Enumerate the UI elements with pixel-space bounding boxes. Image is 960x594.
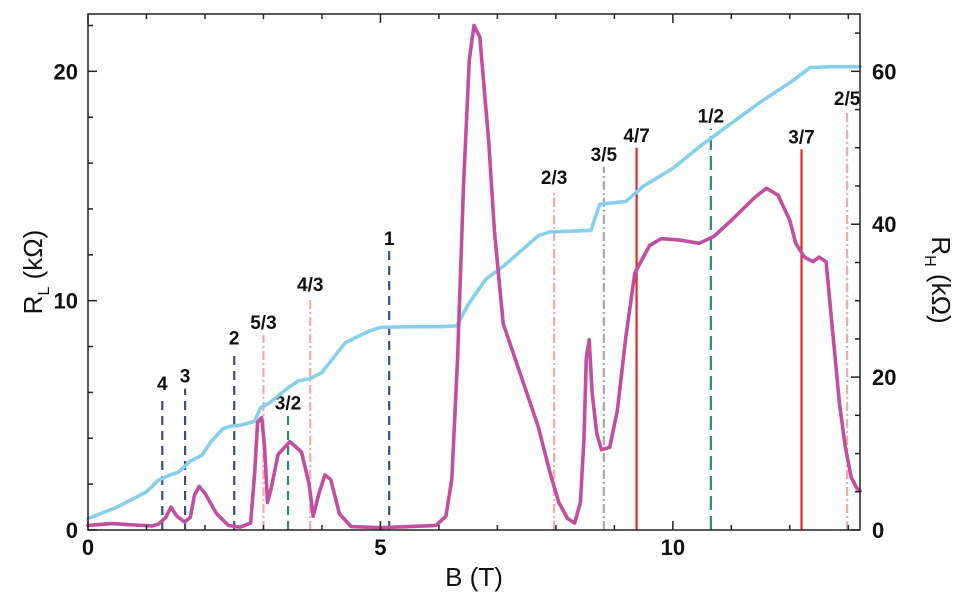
data-series (86, 23, 862, 530)
y-left-axis-title-unit: (kΩ) (18, 230, 48, 287)
filling-marker-label-0: 4 (157, 374, 168, 395)
y-left-tick-label: 10 (54, 289, 78, 314)
filling-marker-label-9: 4/7 (623, 126, 649, 147)
filling-marker-label-3: 5/3 (250, 313, 276, 334)
x-tick-label: 0 (82, 535, 94, 560)
filling-marker-label-6: 1 (384, 229, 395, 250)
y-right-tick-label: 0 (872, 518, 884, 543)
filling-marker-label-12: 2/5 (834, 89, 861, 110)
y-right-tick-label: 20 (872, 365, 896, 390)
filling-marker-label-2: 2 (229, 328, 240, 349)
y-right-axis-title-main: R (926, 236, 956, 255)
y-right-tick-label: 60 (872, 59, 896, 84)
y-left-axis-title-sub: L (36, 287, 53, 296)
x-tick-label: 10 (661, 535, 685, 560)
axis-ticks: 0 5 10 0 10 20 0 20 40 60 (54, 14, 896, 560)
y-left-axis-title-main: R (18, 296, 48, 315)
filling-marker-label-11: 3/7 (788, 127, 814, 148)
y-right-tick-label: 40 (872, 212, 896, 237)
filling-marker-label-5: 4/3 (297, 275, 323, 296)
longitudinal-resistance-curve (86, 23, 862, 530)
filling-marker-label-8: 3/5 (591, 145, 618, 166)
y-left-tick-label: 0 (66, 518, 78, 543)
y-right-axis-title: RH (kΩ) (921, 236, 956, 323)
filling-marker-label-7: 2/3 (541, 168, 567, 189)
filling-marker-label-10: 1/2 (698, 107, 724, 128)
y-left-tick-label: 20 (54, 59, 78, 84)
y-right-axis-title-unit: (kΩ) (926, 267, 956, 324)
filling-marker-label-4: 3/2 (275, 393, 301, 414)
x-axis-title: B (T) (445, 562, 503, 592)
y-left-axis-title: RL (kΩ) (18, 230, 53, 315)
filling-markers: 4 3 2 5/3 3/2 4/3 1 2/3 3/54/7 1/2 3/7 2/5 (157, 89, 861, 530)
filling-marker-label-1: 3 (180, 367, 191, 388)
hall-resistance-curve (86, 64, 862, 521)
y-right-axis-title-sub: H (921, 255, 938, 267)
plot-frame (87, 13, 861, 531)
x-tick-label: 5 (374, 535, 386, 560)
